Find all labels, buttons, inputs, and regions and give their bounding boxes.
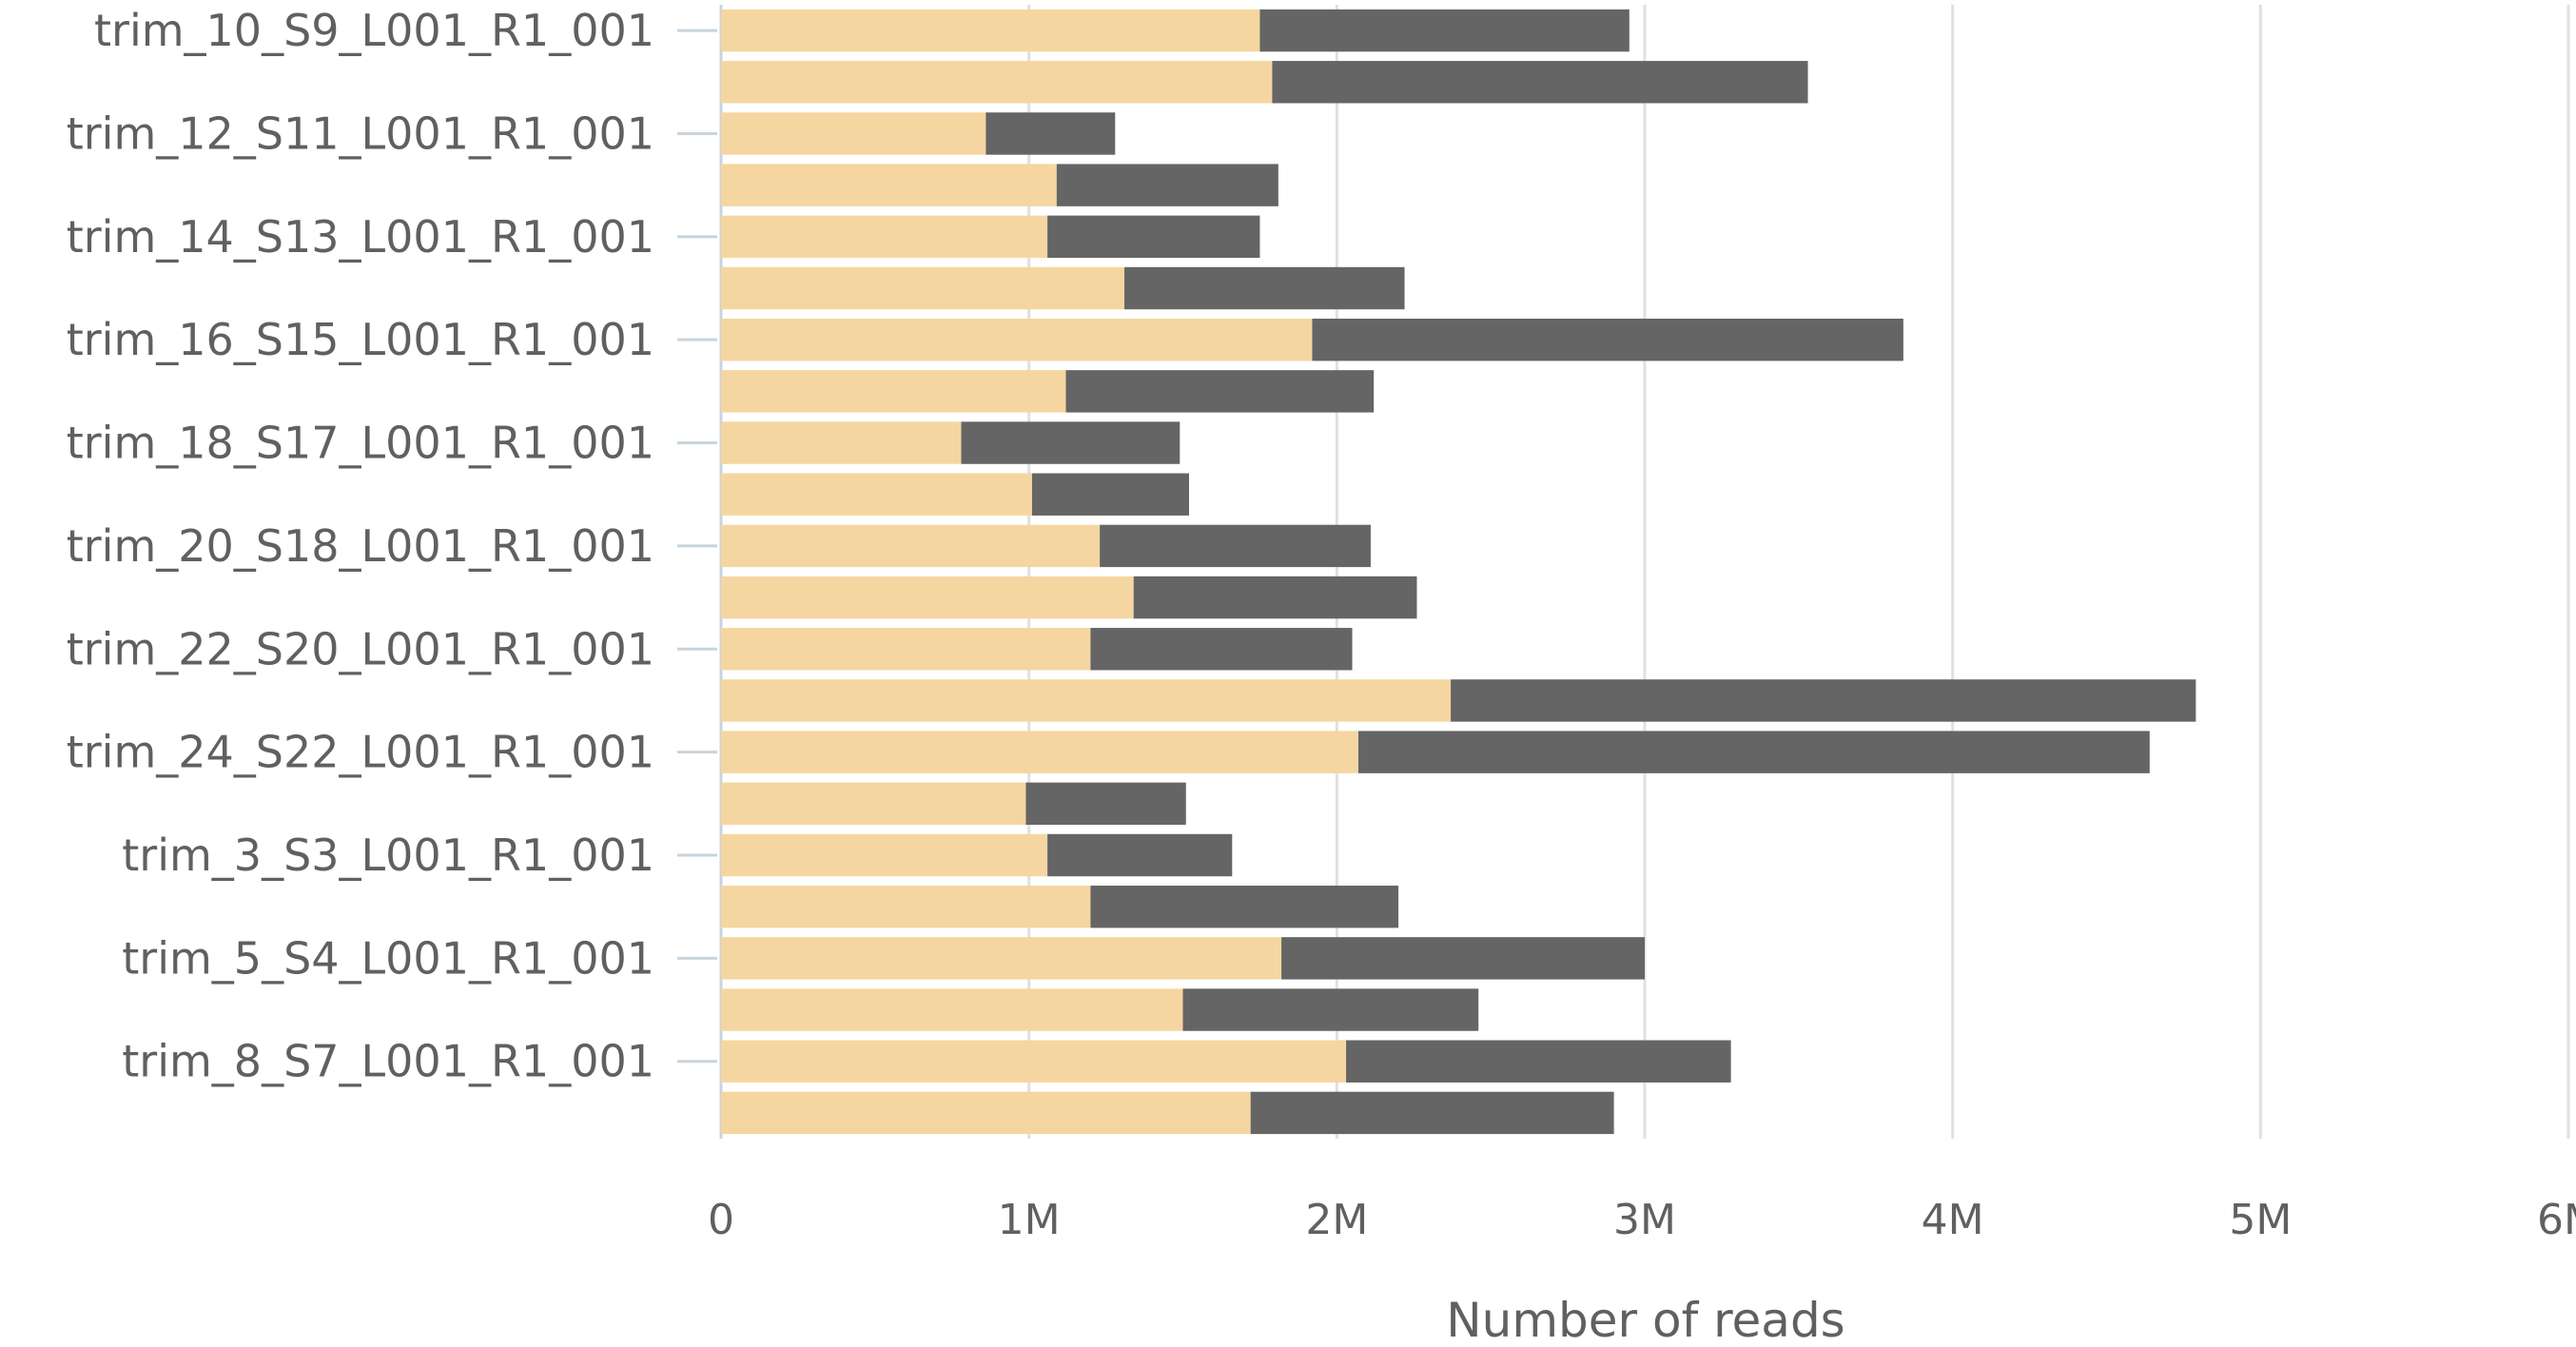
bar-segment-dark	[1047, 215, 1260, 259]
bar-segment-light	[721, 112, 986, 155]
category-label: trim_20_S18_L001_R1_001	[67, 520, 654, 572]
x-tick-label: 5M	[2229, 1196, 2292, 1244]
bar-segment-dark	[1346, 1040, 1731, 1083]
bar-segment-light	[721, 576, 1134, 619]
bar-segment-light	[721, 215, 1048, 259]
bar-segment-dark	[961, 421, 1181, 464]
bar-segment-light	[721, 1091, 1251, 1135]
bar-segment-light	[721, 679, 1452, 722]
x-tick-label: 0	[708, 1196, 734, 1244]
bar-segment-light	[721, 318, 1313, 361]
category-label: trim_24_S22_L001_R1_001	[67, 727, 654, 778]
category-label: trim_14_S13_L001_R1_001	[67, 211, 654, 263]
bar-segment-light	[721, 782, 1026, 826]
bar-segment-light	[721, 988, 1183, 1031]
bar-segment-light	[721, 61, 1273, 104]
bar-segment-dark	[1031, 473, 1189, 516]
bar-segment-dark	[1259, 9, 1630, 52]
bar-segment-dark	[1124, 266, 1405, 310]
bar-segment-dark	[1357, 731, 2150, 773]
bar-segment-light	[721, 9, 1260, 52]
bar-segment-dark	[1451, 679, 2196, 722]
bar-segment-dark	[1312, 318, 1903, 361]
bar-segment-light	[721, 1040, 1347, 1083]
bar-segment-light	[721, 370, 1066, 413]
bar-segment-dark	[986, 112, 1116, 155]
bar-segment-dark	[1065, 370, 1375, 413]
bars	[721, 9, 2196, 1135]
bar-segment-dark	[1182, 988, 1479, 1031]
x-tick-label: 4M	[1922, 1196, 1984, 1244]
category-label: trim_18_S17_L001_R1_001	[67, 418, 654, 469]
category-ticks	[677, 29, 717, 1064]
bar-segment-light	[721, 731, 1358, 773]
category-label: trim_5_S4_L001_R1_001	[122, 932, 654, 984]
category-label: trim_16_S15_L001_R1_001	[67, 314, 654, 365]
category-label: trim_12_S11_L001_R1_001	[67, 107, 654, 159]
x-tick-label: 2M	[1305, 1196, 1368, 1244]
x-tick-label: 6M	[2537, 1196, 2576, 1244]
bar-segment-dark	[1281, 937, 1645, 980]
bar-segment-light	[721, 524, 1101, 568]
bar-segment-dark	[1250, 1091, 1614, 1135]
bar-segment-dark	[1056, 164, 1278, 206]
bar-segment-light	[721, 885, 1091, 928]
bar-segment-dark	[1025, 782, 1186, 826]
bar-segment-dark	[1100, 524, 1371, 568]
category-label: trim_8_S7_L001_R1_001	[122, 1036, 654, 1087]
x-tick-label: 3M	[1613, 1196, 1676, 1244]
bar-segment-dark	[1047, 833, 1233, 877]
x-tick-labels: 0 1M 2M 3M 4M 5M 6M	[708, 1196, 2576, 1244]
category-label: trim_22_S20_L001_R1_001	[67, 623, 654, 674]
bar-segment-light	[721, 266, 1125, 310]
bar-segment-dark	[1090, 885, 1399, 928]
bar-segment-light	[721, 164, 1057, 206]
bar-segment-light	[721, 628, 1091, 671]
bar-segment-light	[721, 833, 1048, 877]
bar-segment-dark	[1133, 576, 1417, 619]
bar-segment-light	[721, 473, 1032, 516]
x-axis-title: Number of reads	[1446, 1293, 1844, 1347]
bar-segment-dark	[1090, 628, 1353, 671]
category-labels: trim_10_S9_L001_R1_001 trim_12_S11_L001_R…	[67, 5, 654, 1087]
bar-segment-dark	[1272, 61, 1808, 104]
x-tick-label: 1M	[998, 1196, 1061, 1244]
bar-segment-light	[721, 937, 1282, 980]
bar-segment-light	[721, 421, 962, 464]
category-label: trim_10_S9_L001_R1_001	[94, 5, 654, 56]
category-label: trim_3_S3_L001_R1_001	[122, 830, 654, 881]
